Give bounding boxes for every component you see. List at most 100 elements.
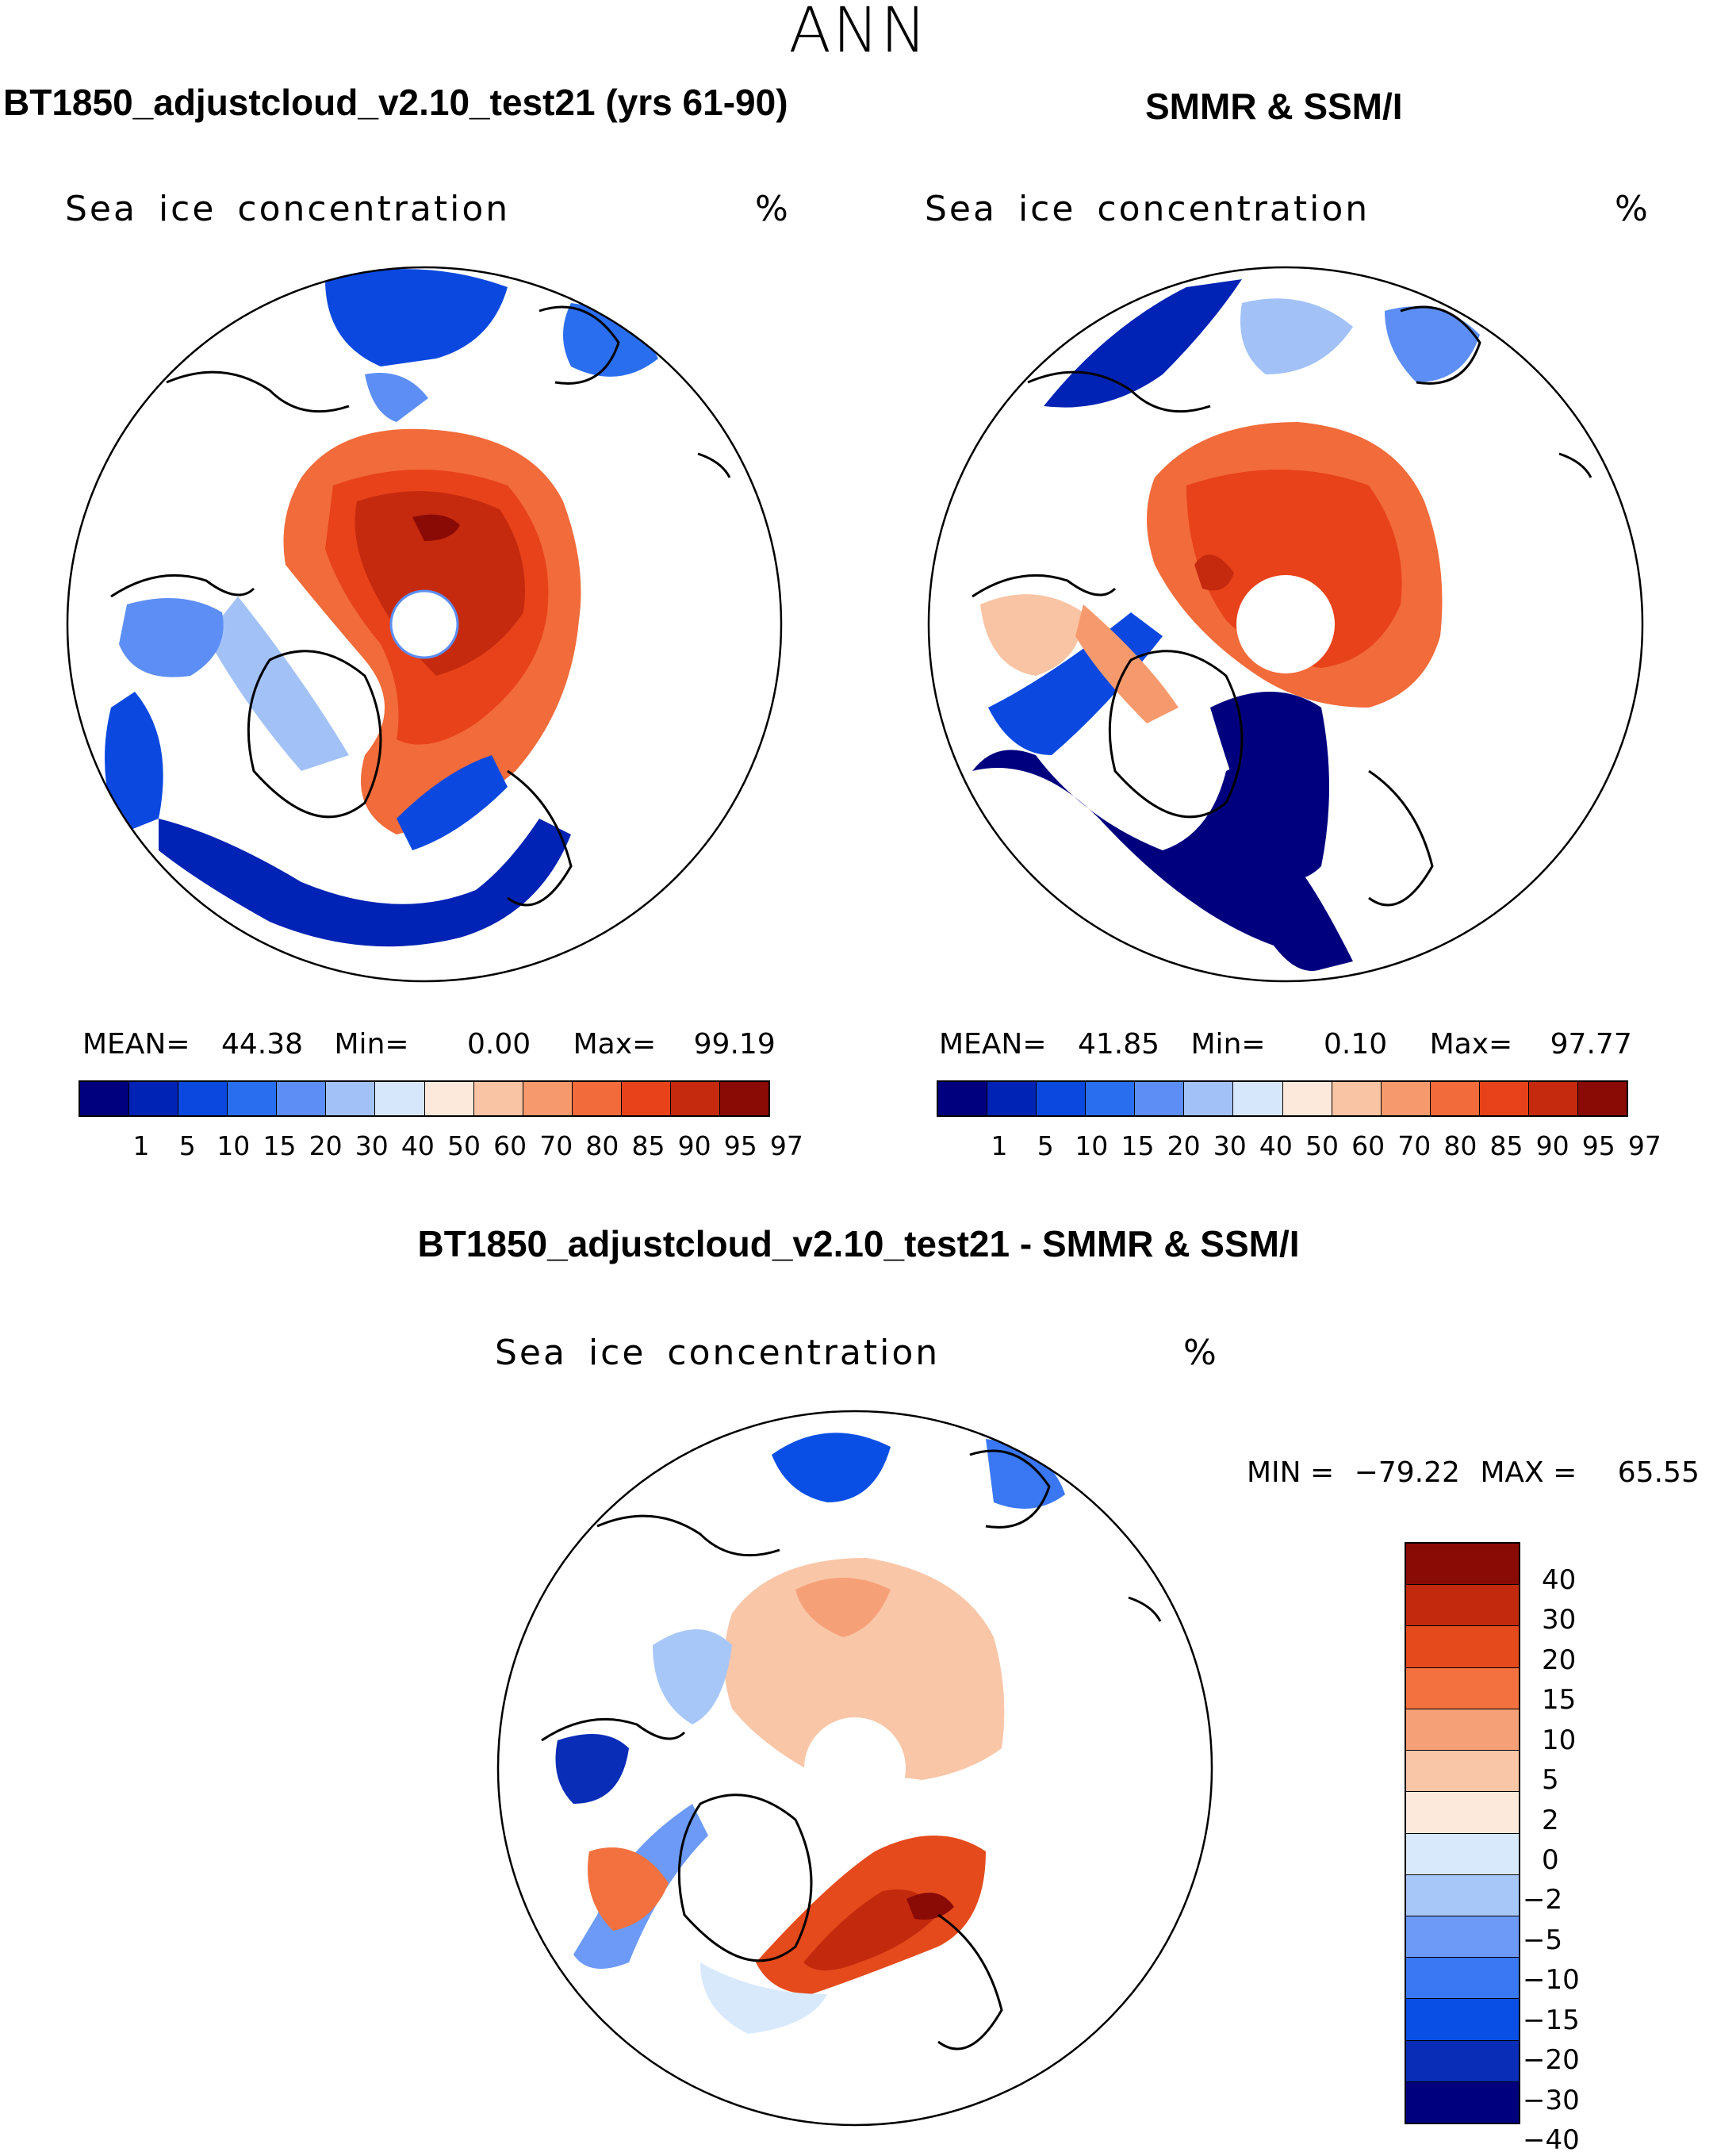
colorbar-cell [375, 1082, 425, 1115]
colorbar-tick-label: −5 [1523, 1924, 1563, 1956]
obs-ice-okhotsk [1385, 306, 1480, 382]
diff-ice-hudson [555, 1734, 629, 1804]
colorbar-tick-label: 15 [263, 1130, 297, 1161]
colorbar-tick-label: 50 [1305, 1130, 1339, 1161]
diff-pole-hole [804, 1717, 906, 1819]
model-coastlines [110, 305, 731, 907]
colorbar-cell [987, 1082, 1037, 1115]
model-polar-map [66, 266, 783, 983]
colorbar-tick-label: 5 [1542, 1764, 1559, 1797]
obs-units: % [1615, 189, 1650, 229]
colorbar-tick-label: 5 [178, 1130, 196, 1161]
model-ice-pacific [325, 269, 508, 366]
colorbar-cell [1332, 1082, 1382, 1115]
diff-panel-title: BT1850_adjustcloud_v2.10_test21 - SMMR &… [417, 1223, 1300, 1264]
colorbar-tick-label: 10 [217, 1130, 251, 1161]
diff-ice-kara-max [906, 1893, 954, 1920]
colorbar-cell [80, 1082, 130, 1115]
diff-polar-map [496, 1410, 1213, 2127]
colorbar-cell [1406, 1874, 1519, 1916]
colorbar-cell [277, 1082, 327, 1115]
colorbar-tick-label: 20 [309, 1130, 343, 1161]
colorbar-tick-label: −2 [1523, 1884, 1563, 1916]
obs-polar-map [927, 266, 1644, 983]
obs-mean-value: 41.85 [1077, 1028, 1160, 1061]
obs-ice-arctic-max [1194, 554, 1234, 591]
colorbar-cell [1406, 1792, 1519, 1834]
diff-units: % [1183, 1333, 1219, 1373]
colorbar-cell [129, 1082, 179, 1115]
colorbar-tick-label: 1 [132, 1130, 150, 1161]
model-ice-baffin [206, 597, 349, 771]
colorbar-tick-label: 30 [1213, 1130, 1247, 1161]
colorbar-cell [670, 1082, 721, 1115]
model-mean-label: MEAN= [82, 1028, 190, 1061]
colorbar-tick-label: 80 [585, 1130, 619, 1161]
colorbar-tick-label: 20 [1542, 1644, 1577, 1676]
colorbar-tick-label: 97 [769, 1130, 803, 1161]
model-stats: MEAN= 44.38 Min= 0.00 Max= 99.19 [82, 1028, 776, 1061]
colorbar-tick-label: 15 [1121, 1130, 1155, 1161]
colorbar-cell [1406, 1544, 1519, 1586]
obs-var-label: Sea ice concentration [925, 189, 1370, 229]
colorbar-tick-label: −20 [1523, 2044, 1580, 2077]
colorbar-cell [1406, 1999, 1519, 2041]
colorbar-tick-label: 20 [1167, 1130, 1201, 1161]
colorbar-tick-label: 30 [355, 1130, 389, 1161]
diff-ice-barents-max [803, 1889, 938, 1970]
colorbar-tick-label: −10 [1523, 1964, 1580, 1997]
colorbar-tick-label: 1 [991, 1130, 1008, 1161]
model-ice-arctic-max [412, 514, 460, 541]
colorbar-tick-label: 10 [1542, 1724, 1577, 1756]
obs-colorbar-ticks: 1 5 10 15 20 30 40 50 60 70 80 85 90 95 97 [937, 1130, 1661, 1165]
model-ice-bering [365, 373, 428, 422]
colorbar-tick-label: 85 [1489, 1130, 1523, 1161]
obs-stats: MEAN= 41.85 Min= 0.10 Max= 97.77 [939, 1028, 1632, 1061]
colorbar-tick-label: 95 [1581, 1130, 1615, 1161]
colorbar-tick-label: 50 [446, 1130, 481, 1161]
colorbar-cell [1406, 2081, 1519, 2123]
model-ice-atlantic-low [159, 819, 571, 947]
model-max-label: Max= [573, 1028, 657, 1061]
model-colorbar [79, 1080, 770, 1117]
colorbar-tick-label: 60 [1351, 1130, 1385, 1161]
colorbar-cell [1479, 1082, 1529, 1115]
diff-colorbar-ticks: 40 30 20 15 10 5 2 0 −2 −5 −10 −15 −20 −30 −40 [1523, 1542, 1629, 2156]
obs-mean-label: MEAN= [939, 1028, 1047, 1061]
colorbar-cell [1406, 1585, 1519, 1627]
model-min-value: 0.00 [467, 1028, 531, 1061]
colorbar-cell [473, 1082, 523, 1115]
colorbar-tick-label: 2 [1542, 1804, 1559, 1836]
colorbar-cell [572, 1082, 622, 1115]
diff-max-label: MAX = [1480, 1456, 1577, 1489]
diff-ice-arctic [724, 1558, 1005, 1780]
colorbar-tick-label: 40 [1542, 1563, 1577, 1596]
colorbar-cell [523, 1082, 573, 1115]
diff-ice-okhotsk [986, 1439, 1065, 1509]
obs-ice-bering [1240, 298, 1353, 374]
model-ice-labrador [105, 692, 163, 834]
model-max-value: 99.19 [693, 1028, 776, 1061]
obs-ice-hudson [980, 594, 1083, 676]
diff-colorbar [1405, 1542, 1520, 2124]
model-min-label: Min= [334, 1028, 409, 1061]
colorbar-cell [1578, 1082, 1627, 1115]
diff-stats: MIN = −79.22 MAX = 65.55 [1247, 1456, 1700, 1489]
colorbar-cell [1184, 1082, 1234, 1115]
colorbar-cell [1037, 1082, 1087, 1115]
colorbar-cell [1406, 1626, 1519, 1668]
diff-ice-canadian-neg [653, 1629, 732, 1724]
model-units: % [755, 189, 791, 229]
colorbar-cell [1233, 1082, 1283, 1115]
colorbar-tick-label: 85 [631, 1130, 665, 1161]
page-title: ANN [788, 0, 929, 67]
obs-panel-title: SMMR & SSM/I [1145, 86, 1403, 127]
colorbar-cell [228, 1082, 278, 1115]
colorbar-cell [1406, 1916, 1519, 1958]
colorbar-tick-label: −40 [1523, 2124, 1580, 2156]
colorbar-tick-label: 40 [1259, 1130, 1293, 1161]
obs-min-value: 0.10 [1324, 1028, 1388, 1061]
colorbar-cell [1406, 1667, 1519, 1709]
obs-max-value: 97.77 [1550, 1028, 1632, 1061]
colorbar-tick-label: 80 [1443, 1130, 1477, 1161]
